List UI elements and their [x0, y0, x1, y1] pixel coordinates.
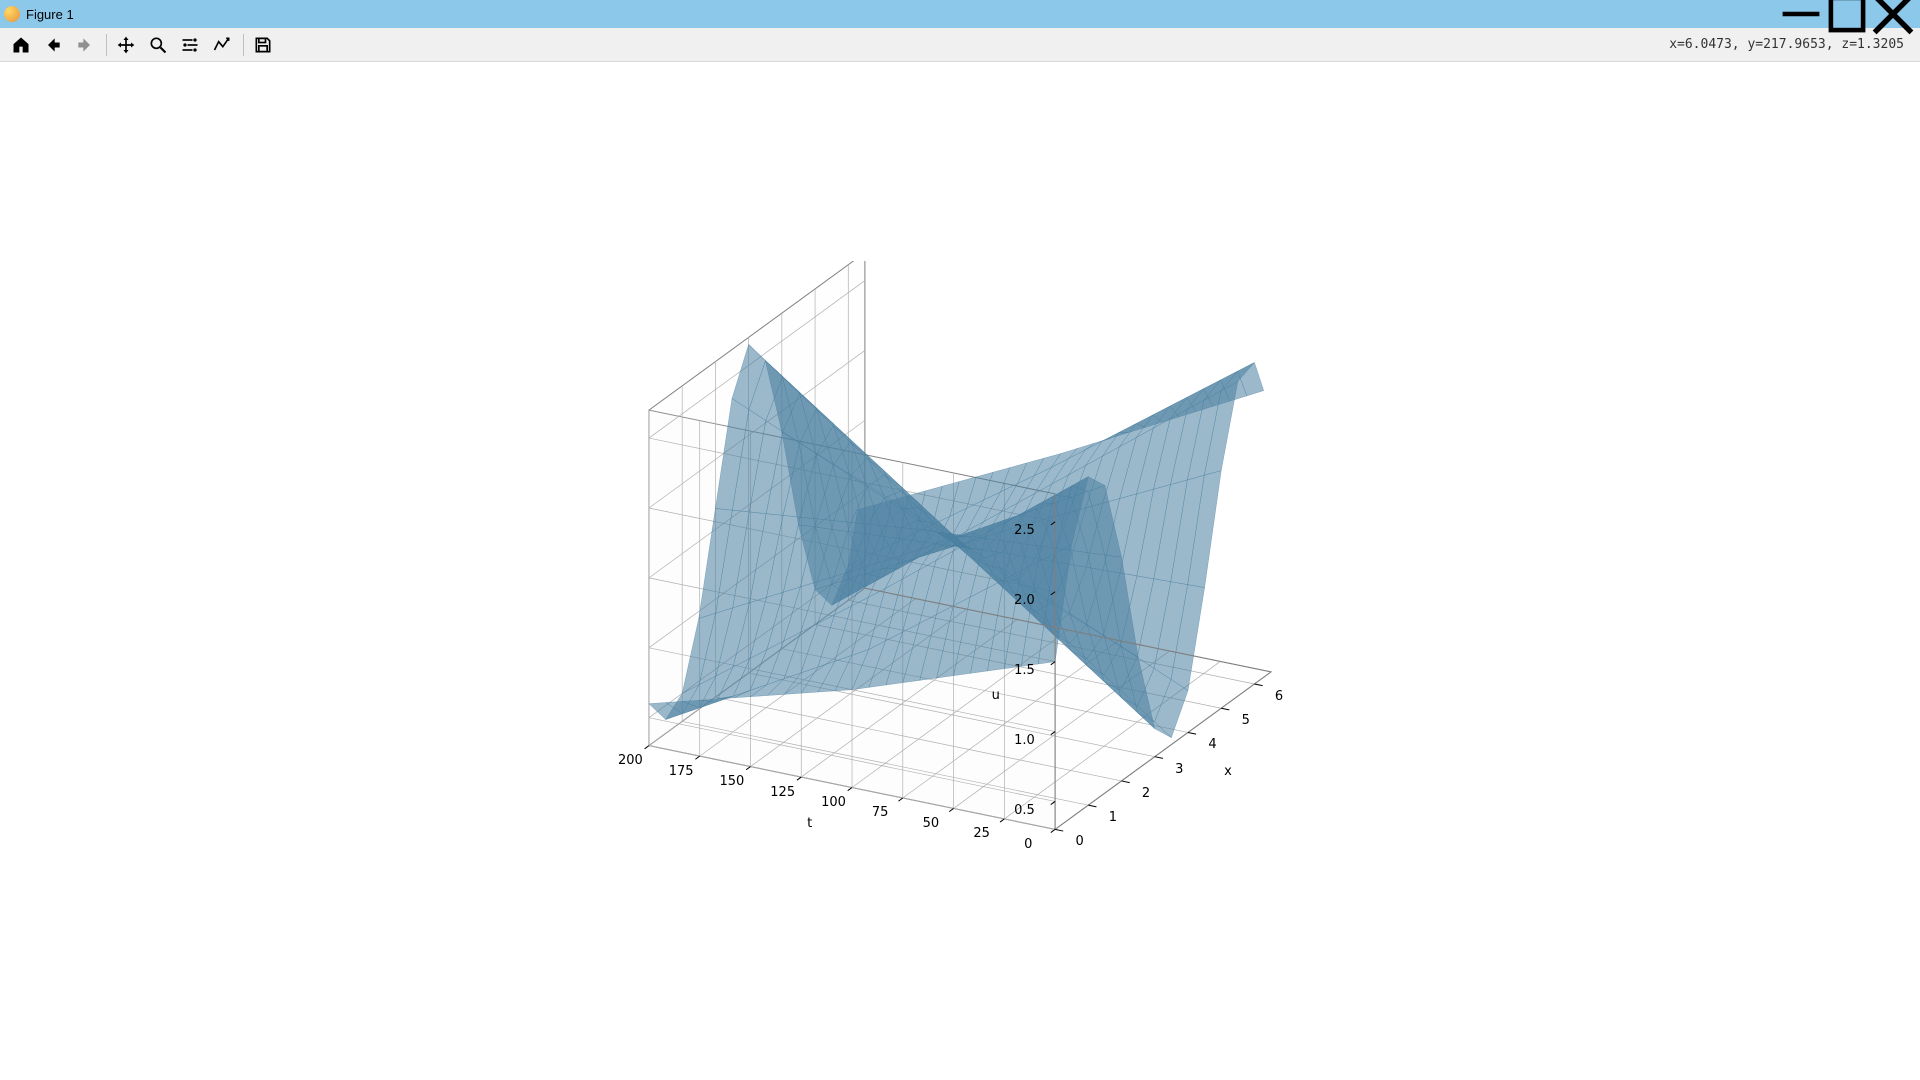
forward-button[interactable]	[70, 30, 100, 60]
cursor-coords: x=6.0473, y=217.9653, z=1.3205	[1669, 37, 1914, 52]
home-button[interactable]	[6, 30, 36, 60]
z-tick: 1.0	[1014, 733, 1035, 748]
x-tick: 4	[1208, 737, 1216, 752]
edit-button[interactable]	[207, 30, 237, 60]
x-tick: 6	[1275, 689, 1283, 704]
t-tick: 175	[669, 764, 694, 779]
app-icon	[4, 6, 20, 22]
z-tick: 0.5	[1014, 803, 1035, 818]
x-axis-label: x	[1224, 764, 1232, 779]
window-title: Figure 1	[26, 7, 74, 22]
close-button[interactable]	[1870, 0, 1916, 28]
x-tick: 2	[1142, 786, 1150, 801]
back-button[interactable]	[38, 30, 68, 60]
zoom-button[interactable]	[143, 30, 173, 60]
x-tick: 0	[1075, 834, 1083, 849]
subplots-button[interactable]	[175, 30, 205, 60]
title-bar: Figure 1	[0, 0, 1920, 28]
z-tick: 2.0	[1014, 593, 1035, 608]
maximize-button[interactable]	[1824, 0, 1870, 28]
x-tick: 5	[1242, 713, 1250, 728]
t-tick: 50	[923, 816, 940, 831]
minimize-button[interactable]	[1778, 0, 1824, 28]
t-tick: 0	[1024, 837, 1032, 852]
t-axis-label: t	[807, 816, 812, 831]
t-tick: 100	[821, 795, 846, 810]
t-tick: 75	[872, 805, 889, 820]
x-tick: 1	[1109, 810, 1117, 825]
t-tick: 125	[770, 785, 795, 800]
surface-plot: 0 1 2 3 4 5 6 0 25 50 75 100 125 150 175 200 0.5 1.0 1.5 2.…	[580, 261, 1340, 881]
x-tick: 3	[1175, 762, 1183, 777]
z-axis-label: u	[992, 688, 1000, 703]
t-tick: 25	[973, 826, 990, 841]
plot-canvas[interactable]: 0 1 2 3 4 5 6 0 25 50 75 100 125 150 175 200 0.5 1.0 1.5 2.…	[0, 62, 1920, 1080]
t-tick: 150	[720, 774, 745, 789]
save-button[interactable]	[248, 30, 278, 60]
toolbar: x=6.0473, y=217.9653, z=1.3205	[0, 28, 1920, 62]
z-tick: 1.5	[1014, 663, 1035, 678]
t-tick: 200	[618, 753, 643, 768]
pan-button[interactable]	[111, 30, 141, 60]
z-tick: 2.5	[1014, 523, 1035, 538]
